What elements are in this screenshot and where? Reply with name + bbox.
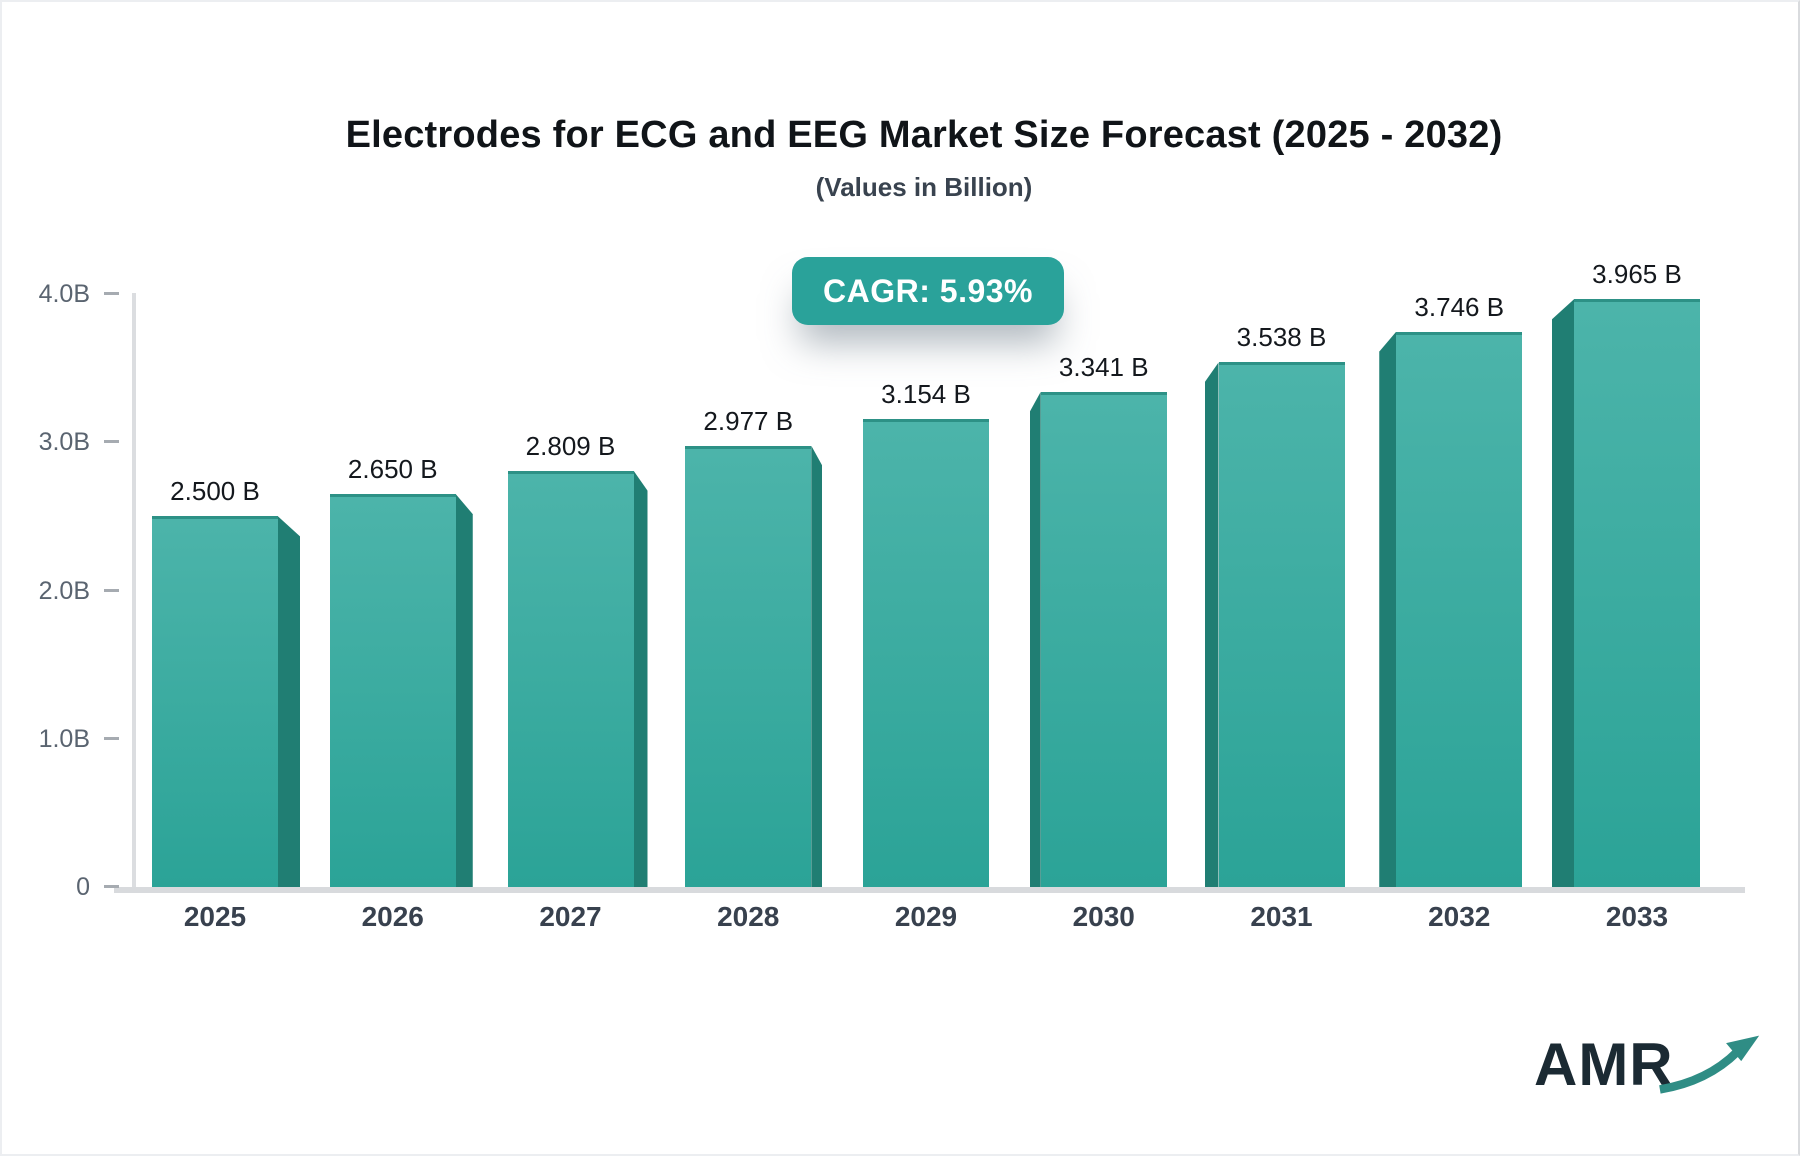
x-axis-year-label: 2029 <box>894 901 958 932</box>
bar-3d-side <box>278 516 300 887</box>
bar-value-label: 3.965 B <box>1592 259 1682 290</box>
bar <box>329 494 456 887</box>
amr-logo-text: AMR <box>1534 1031 1674 1098</box>
x-axis-year-label: 2032 <box>1428 901 1491 932</box>
y-axis-tick-mark <box>104 885 119 888</box>
bar <box>507 470 634 887</box>
x-axis-year-label: 2033 <box>1605 901 1669 932</box>
bar-3d-side <box>811 445 823 887</box>
bar-3d-side <box>1379 331 1397 887</box>
bar-value-label: 2.650 B <box>347 454 438 485</box>
x-axis-year-label: 2028 <box>717 901 780 932</box>
y-axis-tick-mark <box>104 588 119 592</box>
growth-arrow-icon <box>1658 1035 1759 1094</box>
y-axis-tick-mark <box>104 736 119 740</box>
bar-value-label: 2.809 B <box>525 430 616 461</box>
y-axis-tick-label: 4.0B <box>38 280 90 308</box>
bar-3d-side <box>1552 299 1574 887</box>
bar-value-label: 3.341 B <box>1058 351 1149 382</box>
y-axis-tick-label: 1.0B <box>38 724 90 753</box>
bar <box>1040 391 1167 887</box>
bar-value-label: 3.154 B <box>881 379 971 410</box>
bar <box>1218 362 1345 887</box>
y-axis-tick-mark <box>104 292 119 295</box>
bar-value-label: 3.538 B <box>1236 322 1327 353</box>
x-axis-year-label: 2026 <box>361 901 424 932</box>
cagr-badge-label: CAGR: 5.93% <box>823 272 1033 309</box>
y-axis-tick-label: 0 <box>76 873 90 901</box>
bar <box>152 516 278 887</box>
bar-value-label: 2.500 B <box>170 476 260 507</box>
y-axis-tick-mark <box>104 440 119 444</box>
bar-3d-side <box>455 494 473 887</box>
x-axis-year-label: 2030 <box>1072 901 1135 932</box>
bar <box>685 445 812 887</box>
bar-value-label: 3.746 B <box>1414 291 1505 322</box>
chart-title: Electrodes for ECG and EEG Market Size F… <box>345 114 1503 156</box>
amr-logo: AMR <box>1534 1032 1762 1096</box>
x-axis-year-label: 2027 <box>539 901 602 932</box>
bar <box>1396 331 1523 887</box>
cagr-badge: CAGR: 5.93% <box>792 257 1064 325</box>
bar-value-label: 2.977 B <box>703 405 794 436</box>
x-axis-year-label: 2031 <box>1250 901 1313 932</box>
bar <box>863 419 989 887</box>
y-axis-tick-label: 3.0B <box>38 428 90 457</box>
bar-3d-side <box>633 470 648 887</box>
y-axis-tick-label: 2.0B <box>38 576 90 605</box>
chart-subtitle: (Values in Billion) <box>815 172 1033 202</box>
x-axis-year-label: 2025 <box>183 901 247 932</box>
y-axis-line <box>132 293 136 887</box>
bar <box>1574 299 1700 887</box>
x-axis-baseline <box>114 887 1745 893</box>
bar-3d-side <box>1029 391 1041 887</box>
bar-3d-side <box>1204 362 1219 887</box>
